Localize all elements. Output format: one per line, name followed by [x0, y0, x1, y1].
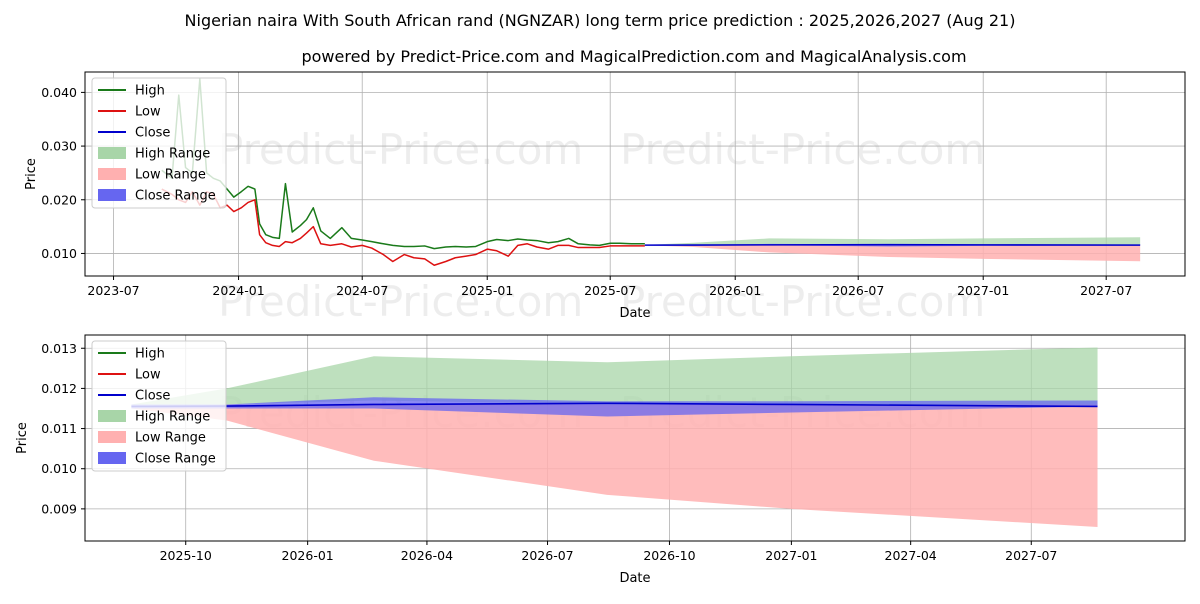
y-tick-label: 0.009: [41, 501, 77, 516]
watermark-text: Predict-Price.com: [620, 125, 985, 174]
legend-low-range-label: Low Range: [135, 431, 206, 446]
x-tick-label: 2025-07: [584, 283, 636, 298]
legend: High Low Close High Range Low Range Close Ran…: [92, 341, 226, 471]
y-tick-label: 0.012: [41, 381, 77, 396]
legend-high-range-swatch: [98, 410, 126, 422]
chart-subtitle: powered by Predict-Price.com and Magical…: [301, 47, 966, 66]
y-axis-label: Price: [15, 422, 30, 454]
x-tick-label: 2027-01: [957, 283, 1009, 298]
x-tick-label: 2026-10: [643, 548, 695, 563]
x-axis-label: Date: [619, 571, 650, 586]
y-tick-label: 0.010: [41, 246, 77, 261]
legend-close-range-label: Close Range: [135, 189, 216, 204]
y-tick-label: 0.030: [41, 139, 77, 154]
y-tick-label: 0.010: [41, 461, 77, 476]
legend-close-range-swatch: [98, 189, 126, 201]
x-tick-label: 2025-10: [160, 548, 212, 563]
watermark-text: Predict-Price.com: [620, 277, 985, 326]
watermark-text: Predict-Price.com: [218, 125, 583, 174]
top-panel: Predict-Price.com Predict-Price.com Predic…: [24, 72, 1185, 326]
y-tick-label: 0.011: [41, 421, 77, 436]
legend-close-range-swatch: [98, 452, 126, 464]
y-axis-label: Price: [24, 158, 39, 190]
legend: High Low Close High Range Low Range Close Ran…: [92, 78, 226, 208]
legend-low-label: Low: [135, 368, 161, 383]
y-tick-label: 0.013: [41, 341, 77, 356]
x-tick-label: 2027-01: [765, 548, 817, 563]
legend-close-label: Close: [135, 389, 170, 404]
legend-low-range-label: Low Range: [135, 168, 206, 183]
legend-high-label: High: [135, 347, 165, 362]
x-tick-label: 2023-07: [87, 283, 139, 298]
x-tick-label: 2026-07: [832, 283, 884, 298]
legend-close-label: Close: [135, 126, 170, 141]
legend-high-range-label: High Range: [135, 147, 210, 162]
x-axis-label: Date: [619, 306, 650, 321]
x-tick-label: 2026-01: [282, 548, 334, 563]
watermark-text: Predict-Price.com: [218, 277, 583, 326]
bottom-panel: Predict-Price.comPredict-Price.com2025-1…: [15, 335, 1185, 586]
x-tick-label: 2027-07: [1005, 548, 1057, 563]
y-tick-label: 0.040: [41, 85, 77, 100]
legend-close-range-label: Close Range: [135, 452, 216, 467]
plot-area: [131, 347, 1097, 526]
chart-title: Nigerian naira With South African rand (…: [185, 11, 1016, 30]
low-range-band: [645, 245, 1140, 261]
x-tick-label: 2026-01: [709, 283, 761, 298]
x-tick-label: 2026-04: [401, 548, 453, 563]
legend-high-label: High: [135, 84, 165, 99]
high-range-band: [131, 347, 1097, 404]
x-tick-label: 2024-01: [212, 283, 264, 298]
x-tick-label: 2027-07: [1080, 283, 1132, 298]
x-tick-label: 2026-07: [521, 548, 573, 563]
legend-low-range-swatch: [98, 168, 126, 180]
x-tick-label: 2027-04: [885, 548, 937, 563]
legend-high-range-swatch: [98, 147, 126, 159]
high-range-band: [645, 237, 1140, 245]
legend-low-range-swatch: [98, 431, 126, 443]
x-tick-label: 2024-07: [336, 283, 388, 298]
legend-high-range-label: High Range: [135, 410, 210, 425]
x-tick-label: 2025-01: [461, 283, 513, 298]
y-tick-label: 0.020: [41, 192, 77, 207]
legend-low-label: Low: [135, 105, 161, 120]
